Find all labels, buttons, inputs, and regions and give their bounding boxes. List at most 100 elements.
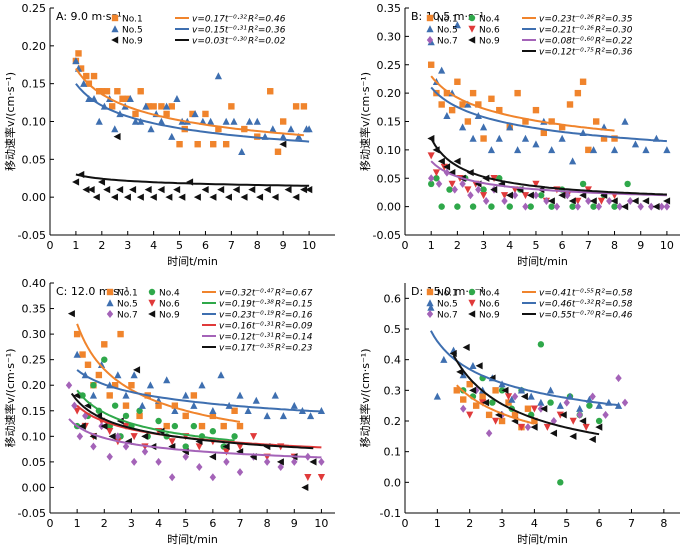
data-point xyxy=(82,186,90,194)
data-point xyxy=(498,417,506,425)
data-point xyxy=(199,117,207,125)
plot-area xyxy=(427,303,629,486)
data-point xyxy=(530,423,538,431)
x-tick-label: 1 xyxy=(74,517,81,530)
data-point xyxy=(438,203,445,210)
data-point xyxy=(511,411,519,419)
data-point xyxy=(574,202,582,211)
data-point xyxy=(460,404,467,413)
x-axis-title: 时间t/min xyxy=(167,533,218,546)
data-point xyxy=(214,72,223,80)
data-point xyxy=(432,169,441,177)
data-point xyxy=(449,349,457,358)
data-point xyxy=(277,463,284,471)
data-point xyxy=(553,202,561,211)
data-point xyxy=(459,101,466,108)
data-point xyxy=(548,146,556,154)
data-point xyxy=(236,391,244,399)
data-point xyxy=(460,396,467,403)
legend-marker xyxy=(468,288,476,296)
data-point xyxy=(614,401,623,409)
x-tick-label: 1 xyxy=(72,239,79,252)
legend-fit-formula: v=0.41t⁻⁰·⁵⁵ xyxy=(539,289,594,299)
y-tick-label: 0.40 xyxy=(22,277,47,290)
data-point xyxy=(495,134,503,142)
data-point xyxy=(222,448,231,456)
legend-label: No.5 xyxy=(117,300,138,310)
y-tick-label: 0.05 xyxy=(22,153,47,166)
data-point xyxy=(279,140,287,148)
data-point xyxy=(514,89,521,97)
legend-label: No.6 xyxy=(159,300,180,310)
legend-marker xyxy=(468,299,476,307)
legend-fit-r2: R²=0.02 xyxy=(248,37,286,47)
plot-area xyxy=(65,310,326,492)
data-point xyxy=(663,197,671,205)
x-tick-label: 1 xyxy=(428,239,435,252)
legend-fit-formula: v=0.12t⁻⁰·³¹ xyxy=(219,333,274,343)
data-point xyxy=(263,186,271,194)
data-point xyxy=(566,101,574,108)
data-point xyxy=(110,193,118,201)
data-point xyxy=(500,192,509,200)
data-point xyxy=(209,193,217,201)
data-point xyxy=(451,185,458,194)
data-point xyxy=(527,203,534,210)
data-point xyxy=(454,203,461,210)
legend-fit-r2: R²=0.35 xyxy=(595,15,633,25)
data-point xyxy=(182,443,189,450)
data-point xyxy=(532,106,540,114)
data-point xyxy=(579,78,587,85)
data-point xyxy=(433,175,440,182)
data-point xyxy=(124,95,131,102)
data-point xyxy=(142,102,150,110)
data-point xyxy=(306,412,315,420)
y-tick-label: 0.5 xyxy=(384,323,402,336)
y-tick-label: 0.10 xyxy=(22,430,47,443)
data-point xyxy=(548,203,555,210)
data-point xyxy=(130,433,138,441)
data-point xyxy=(543,196,550,205)
y-tick-label: 0.20 xyxy=(377,87,402,100)
x-tick-label: 3 xyxy=(480,239,487,252)
data-point xyxy=(490,186,498,194)
y-axis-title: 移动速率v/(cm·s⁻¹) xyxy=(3,72,17,171)
x-tick-label: 4 xyxy=(531,517,538,530)
x-tick-label: 8 xyxy=(264,517,271,530)
data-point xyxy=(469,89,477,97)
data-point xyxy=(165,193,173,201)
y-tick-label: 0.05 xyxy=(22,456,47,469)
data-point xyxy=(207,117,215,125)
data-point xyxy=(511,191,519,200)
data-point xyxy=(276,458,284,466)
data-point xyxy=(90,382,97,389)
data-point xyxy=(263,412,271,420)
series-no6 xyxy=(466,393,590,431)
data-point xyxy=(582,423,590,431)
data-point xyxy=(80,79,88,87)
plot-area xyxy=(427,21,671,211)
data-point xyxy=(113,133,121,141)
data-point xyxy=(182,412,189,420)
legend-fit-formula: v=0.08t⁻⁰·⁶⁰ xyxy=(539,37,594,47)
data-point xyxy=(190,392,198,399)
data-point xyxy=(253,117,261,125)
data-point xyxy=(530,405,539,413)
data-point xyxy=(550,417,558,425)
data-point xyxy=(114,371,122,379)
x-tick-label: 7 xyxy=(628,517,635,530)
data-point xyxy=(230,117,238,125)
legend-fit-r2: R²=0.14 xyxy=(275,333,313,343)
data-point xyxy=(82,411,89,420)
fit-curve-no9 xyxy=(430,138,667,196)
data-point xyxy=(663,202,671,211)
x-tick-label: 3 xyxy=(128,517,135,530)
y-tick-label: 0.00 xyxy=(22,481,47,494)
data-point xyxy=(568,197,576,205)
data-point xyxy=(111,382,119,389)
data-point xyxy=(589,146,598,154)
x-tick-label: 2 xyxy=(466,517,473,530)
data-point xyxy=(546,386,555,394)
x-tick-label: 2 xyxy=(454,239,461,252)
data-point xyxy=(556,411,564,419)
